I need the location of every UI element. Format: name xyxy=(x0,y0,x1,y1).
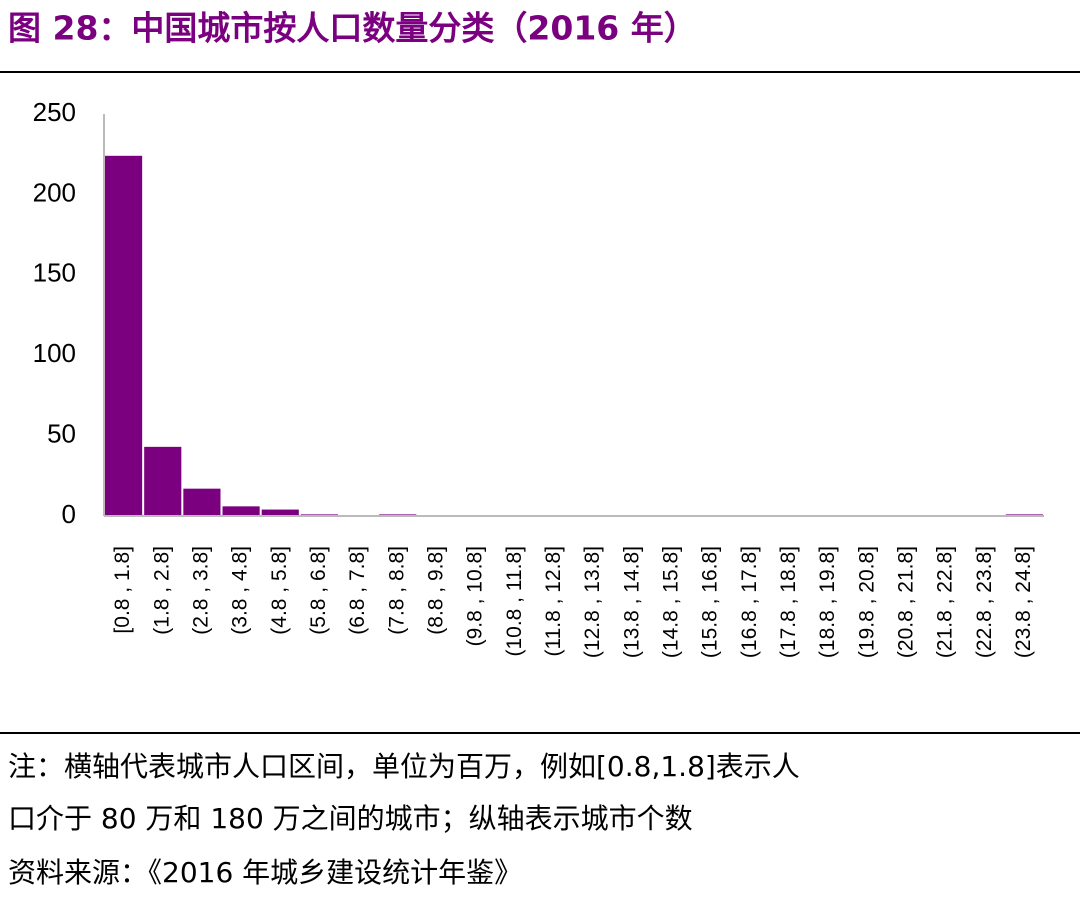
x-tick-label: (21.8 , 22.8] xyxy=(934,546,957,658)
x-tick-label: (23.8 , 24.8] xyxy=(1012,546,1035,658)
x-tick-label: (5.8 , 6.8] xyxy=(307,546,330,635)
x-tick-label: (10.8 , 11.8] xyxy=(503,546,526,657)
x-tick-label: (7.8 , 8.8] xyxy=(385,546,408,635)
x-tick-label: (9.8 , 10.8] xyxy=(464,546,487,646)
x-tick-label: (12.8 , 13.8] xyxy=(581,546,604,658)
x-tick-label: (1.8 , 2.8] xyxy=(150,546,173,635)
source: 资料来源：《2016 年城乡建设统计年鉴》 xyxy=(8,856,522,889)
y-tick-label: 250 xyxy=(33,97,76,127)
bar xyxy=(222,506,260,516)
y-tick-label: 150 xyxy=(33,258,76,288)
x-tick-label: (3.8 , 4.8] xyxy=(229,546,252,635)
y-tick-label: 200 xyxy=(33,177,76,207)
x-tick-label: (22.8 , 23.8] xyxy=(973,546,996,658)
x-tick-label: (15.8 , 16.8] xyxy=(699,546,722,658)
x-tick-label: (20.8 , 21.8] xyxy=(894,546,917,658)
x-tick-label: (11.8 , 12.8] xyxy=(542,546,565,657)
x-tick-label: (4.8 , 5.8] xyxy=(268,546,291,635)
note: 注：横轴代表城市人口区间，单位为百万，例如[0.8,1.8]表示人 xyxy=(8,750,800,783)
y-tick-label: 100 xyxy=(33,338,76,368)
bar xyxy=(144,446,182,516)
bar xyxy=(183,488,221,516)
x-tick-label: (8.8 , 9.8] xyxy=(424,546,447,635)
x-tick-label: (16.8 , 17.8] xyxy=(738,546,761,658)
x-tick-label: (13.8 , 14.8] xyxy=(620,546,643,658)
x-tick-label: (6.8 , 7.8] xyxy=(346,546,369,635)
y-tick-label: 0 xyxy=(62,499,76,529)
y-tick-label: 50 xyxy=(47,418,76,448)
x-tick-label: [0.8 , 1.8] xyxy=(111,546,134,634)
x-tick-label: (18.8 , 19.8] xyxy=(816,546,839,658)
bar xyxy=(261,509,299,516)
x-tick-label: (19.8 , 20.8] xyxy=(855,546,878,658)
x-tick-label: (14.8 , 15.8] xyxy=(659,546,682,658)
x-tick-label: (17.8 , 18.8] xyxy=(777,546,800,658)
x-tick-label: (2.8 , 3.8] xyxy=(189,546,212,635)
bar xyxy=(105,155,143,517)
note: 口介于 80 万和 180 万之间的城市；纵轴表示城市个数 xyxy=(8,802,693,835)
chart-title: 图 28：中国城市按人口数量分类（2016 年） xyxy=(8,9,697,48)
